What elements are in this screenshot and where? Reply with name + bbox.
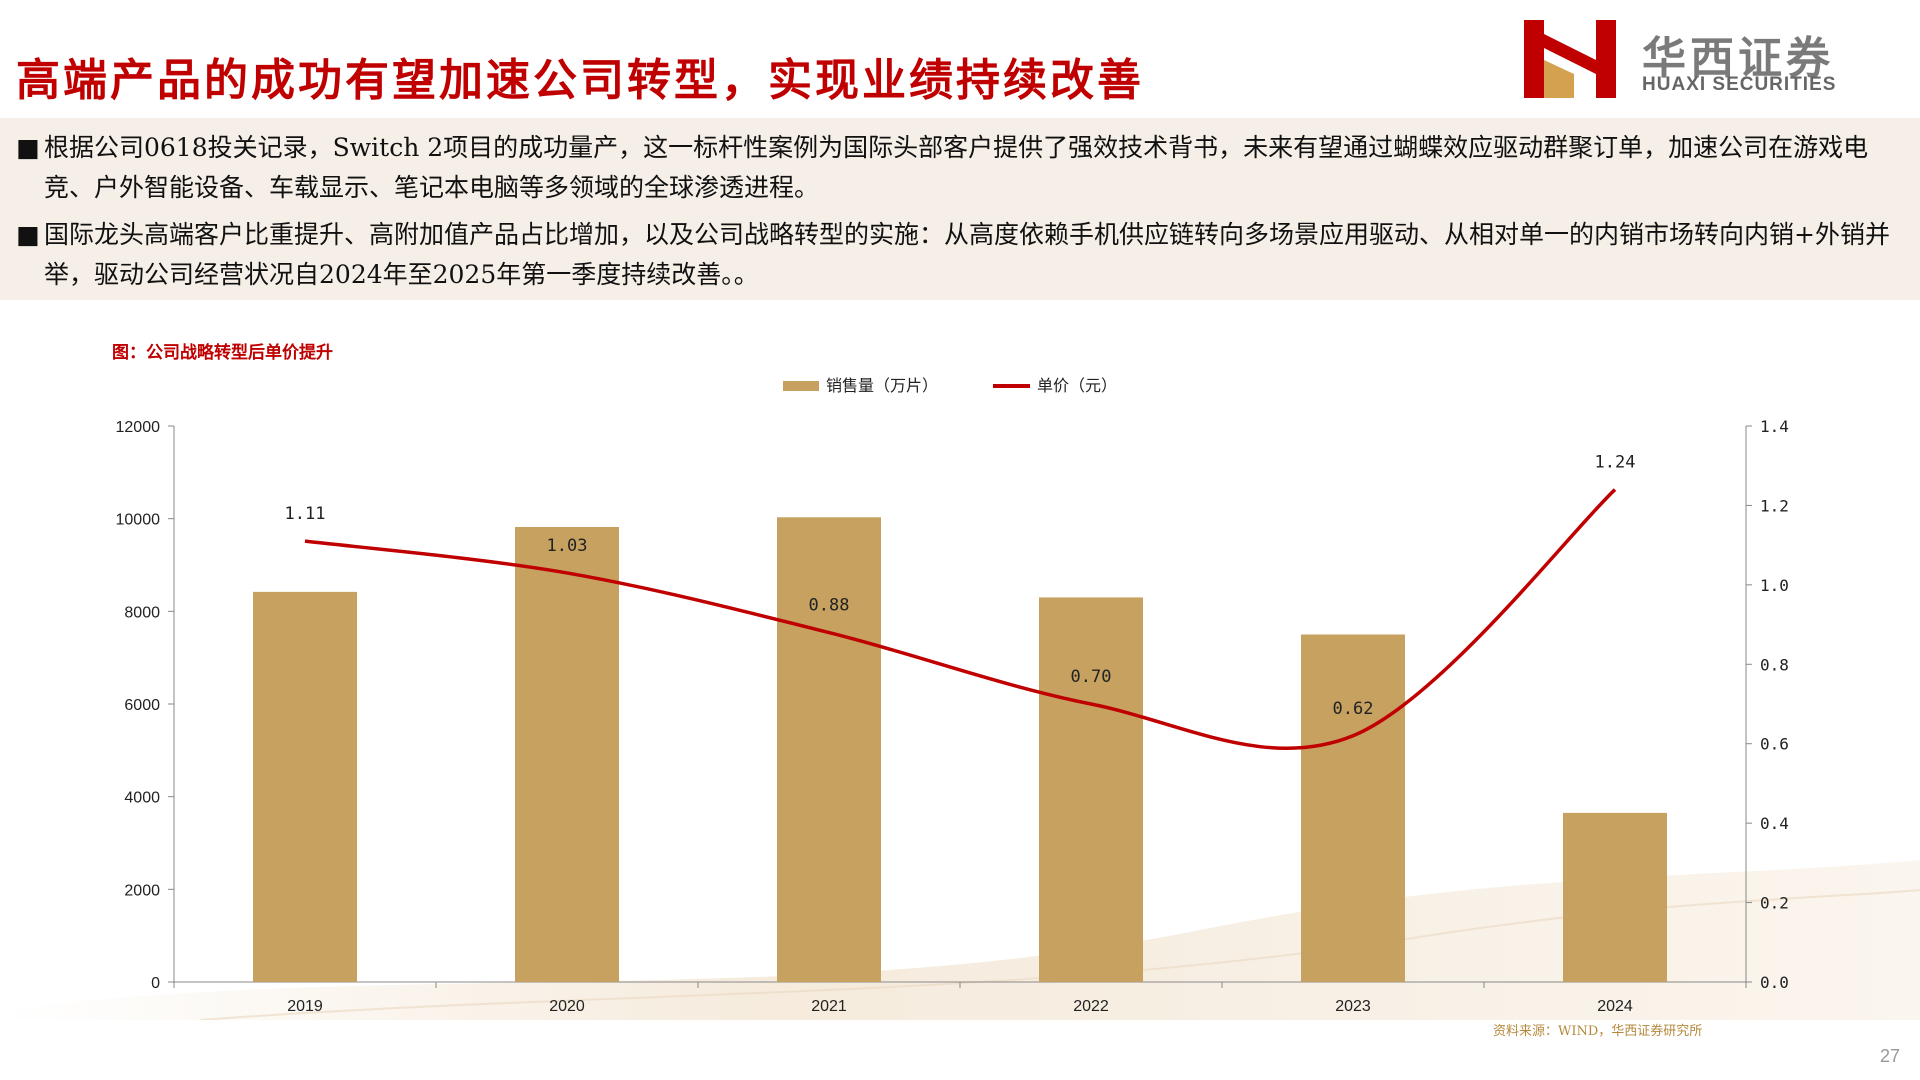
price-data-label: 0.62: [1333, 699, 1374, 719]
background-wave: [0, 860, 1920, 1020]
y-left-tick-label: 10000: [116, 512, 161, 529]
y-right-tick-label: 0.6: [1760, 735, 1789, 754]
y-left-ticks: 0 2000 4000 6000 8000 10000 12000: [116, 419, 174, 992]
summary-bullet: ■ 国际龙头高端客户比重提升、高附加值产品占比增加，以及公司战略转型的实施：从高度…: [16, 215, 1902, 295]
y-right-tick-label: 0.0: [1760, 973, 1789, 992]
bullet-square-icon: ■: [16, 133, 40, 162]
y-right-tick-label: 1.2: [1760, 496, 1789, 515]
page-number: 27: [1880, 1046, 1901, 1066]
source-note: 资料来源：WIND，华西证券研究所: [1493, 1024, 1703, 1039]
x-tick-label: 2022: [1073, 998, 1109, 1015]
summary-panel: ■ 根据公司0618投关记录，Switch 2项目的成功量产，这一标杆性案例为国际…: [0, 118, 1920, 300]
bullet-text: 国际龙头高端客户比重提升、高附加值产品占比增加，以及公司战略转型的实施：从高度依…: [44, 220, 1890, 289]
price-data-label: 1.24: [1595, 453, 1636, 473]
logo-chinese-name: 华西证券: [1642, 33, 1834, 84]
summary-bullet: ■ 根据公司0618投关记录，Switch 2项目的成功量产，这一标杆性案例为国际…: [16, 128, 1902, 208]
bar-2021: [777, 517, 881, 982]
y-right-tick-label: 1.0: [1760, 576, 1789, 595]
bar-2022: [1039, 597, 1143, 982]
y-right-tick-label: 0.8: [1760, 655, 1789, 674]
price-data-label: 0.70: [1071, 667, 1112, 687]
legend-label-line: 单价（元）: [1037, 376, 1117, 395]
bullet-square-icon: ■: [16, 220, 40, 249]
bar-2024: [1563, 812, 1667, 982]
x-tick-labels: 2019 2020 2021 2022 2023 2024: [173, 982, 1747, 1015]
huaxi-logo: 华西证券 HUAXI SECURITIES: [1524, 20, 1904, 100]
y-left-tick-label: 2000: [124, 882, 160, 899]
y-right-tick-label: 0.2: [1760, 894, 1789, 913]
legend-swatch-bar: [783, 381, 819, 391]
bar-2019: [253, 591, 357, 982]
x-tick-label: 2023: [1335, 998, 1371, 1015]
legend-label-bar: 销售量（万片）: [826, 376, 938, 395]
sales-price-chart: 销售量（万片） 单价（元） 0 2000 4000 6000 8000 10000 1200…: [0, 376, 1920, 1020]
y-left-tick-label: 12000: [116, 419, 161, 436]
page-title: 高端产品的成功有望加速公司转型，实现业绩持续改善: [16, 55, 1144, 106]
y-right-tick-label: 0.4: [1760, 814, 1789, 833]
bar-2020: [515, 527, 619, 982]
price-line: [304, 488, 1617, 751]
chart-legend: 销售量（万片） 单价（元）: [783, 376, 1117, 395]
price-data-label: 1.03: [547, 536, 588, 556]
x-tick-label: 2024: [1597, 998, 1633, 1015]
y-left-tick-label: 4000: [124, 790, 160, 807]
huaxi-logo-mark-icon: [1524, 20, 1616, 98]
y-right-tick-label: 1.4: [1760, 417, 1789, 436]
price-data-labels: 1.11 1.03 0.88 0.70 0.62 1.24: [285, 453, 1636, 719]
x-tick-label: 2021: [811, 998, 847, 1015]
x-tick-label: 2019: [287, 998, 323, 1015]
y-left-tick-label: 8000: [124, 604, 160, 621]
price-data-label: 0.88: [809, 596, 850, 616]
y-left-tick-label: 0: [151, 975, 160, 992]
y-right-ticks: 0.0 0.2 0.4 0.6 0.8 1.0 1.2 1.4: [1746, 417, 1789, 992]
x-tick-label: 2020: [549, 998, 585, 1015]
price-data-label: 1.11: [285, 504, 326, 524]
figure-title: 图：公司战略转型后单价提升: [112, 343, 333, 363]
bar-series: [253, 517, 1667, 982]
y-left-tick-label: 6000: [124, 697, 160, 714]
bullet-text: 根据公司0618投关记录，Switch 2项目的成功量产，这一标杆性案例为国际头…: [44, 133, 1869, 202]
bar-2023: [1301, 634, 1405, 982]
logo-english-name: HUAXI SECURITIES: [1642, 74, 1837, 95]
